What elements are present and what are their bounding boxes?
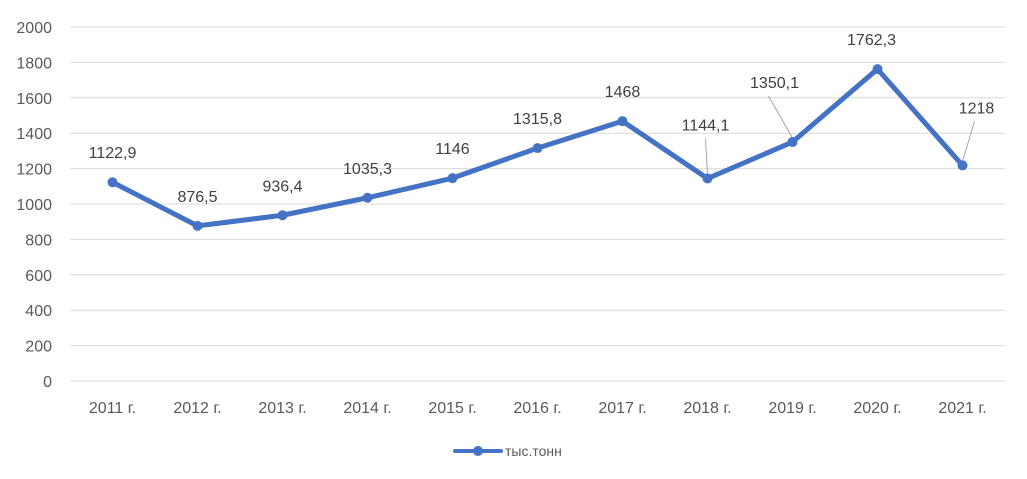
x-tick-label-6: 2017 г. — [598, 400, 646, 417]
y-tick-label-1400: 1400 — [16, 126, 52, 143]
y-tick-label-1200: 1200 — [16, 162, 52, 179]
data-label-7: 1144,1 — [682, 117, 730, 134]
gridlines — [70, 26, 1005, 382]
x-tick-label-9: 2020 г. — [853, 400, 901, 417]
y-tick-label-800: 800 — [25, 232, 52, 249]
data-label-0: 1122,9 — [89, 145, 137, 162]
data-label-3: 1035,3 — [343, 161, 392, 178]
y-tick-label-0: 0 — [43, 374, 52, 391]
label-leader-lines — [705, 95, 975, 175]
x-tick-label-3: 2014 г. — [343, 400, 391, 417]
data-point-2 — [277, 210, 288, 221]
y-tick-label-600: 600 — [25, 268, 52, 285]
data-labels: 1122,9 876,5 936,4 1035,3 1146 1315,8 1468 1144… — [89, 32, 995, 206]
data-point-10 — [957, 160, 968, 171]
data-point-5 — [532, 143, 543, 154]
y-tick-label-1000: 1000 — [16, 197, 52, 214]
y-tick-label-400: 400 — [25, 303, 52, 320]
data-label-5: 1315,8 — [513, 111, 562, 128]
data-point-6 — [617, 116, 628, 127]
x-tick-label-8: 2019 г. — [768, 400, 816, 417]
series-tys-tonn — [107, 64, 968, 231]
x-tick-label-10: 2021 г. — [938, 400, 986, 417]
x-tick-label-1: 2012 г. — [173, 400, 221, 417]
y-tick-label-1600: 1600 — [16, 91, 52, 108]
data-label-4: 1146 — [435, 141, 470, 158]
x-tick-label-7: 2018 г. — [683, 400, 731, 417]
y-tick-label-2000: 2000 — [16, 20, 52, 37]
data-label-1: 876,5 — [177, 189, 217, 206]
data-point-1 — [192, 220, 203, 231]
data-label-6: 1468 — [605, 84, 641, 101]
y-tick-label-1800: 1800 — [16, 55, 52, 72]
leader-line-10 — [962, 121, 975, 162]
y-axis-ticks: 0 200 400 600 800 1000 1200 1400 1600 1800 2000 — [16, 20, 52, 391]
data-label-9: 1762,3 — [847, 32, 896, 49]
legend-label: тыс.тонн — [505, 443, 562, 459]
x-axis-ticks: 2011 г. 2012 г. 2013 г. 2014 г. 2015 г. 2016 … — [89, 400, 987, 417]
data-point-3 — [362, 192, 373, 203]
data-label-2: 936,4 — [262, 178, 302, 195]
data-point-9 — [872, 64, 883, 75]
data-point-8 — [787, 137, 798, 148]
data-point-4 — [447, 173, 458, 184]
data-point-7 — [702, 173, 713, 184]
legend-marker — [473, 446, 483, 456]
data-point-0 — [107, 177, 118, 188]
x-tick-label-4: 2015 г. — [428, 400, 476, 417]
x-tick-label-5: 2016 г. — [513, 400, 561, 417]
data-label-10: 1218 — [959, 100, 995, 117]
x-tick-label-0: 2011 г. — [89, 400, 136, 417]
leader-line-8 — [768, 95, 793, 139]
legend: тыс.тонн — [453, 443, 562, 459]
leader-line-7 — [705, 138, 708, 175]
data-label-8: 1350,1 — [750, 75, 799, 92]
y-tick-label-200: 200 — [25, 339, 52, 356]
x-tick-label-2: 2013 г. — [258, 400, 306, 417]
